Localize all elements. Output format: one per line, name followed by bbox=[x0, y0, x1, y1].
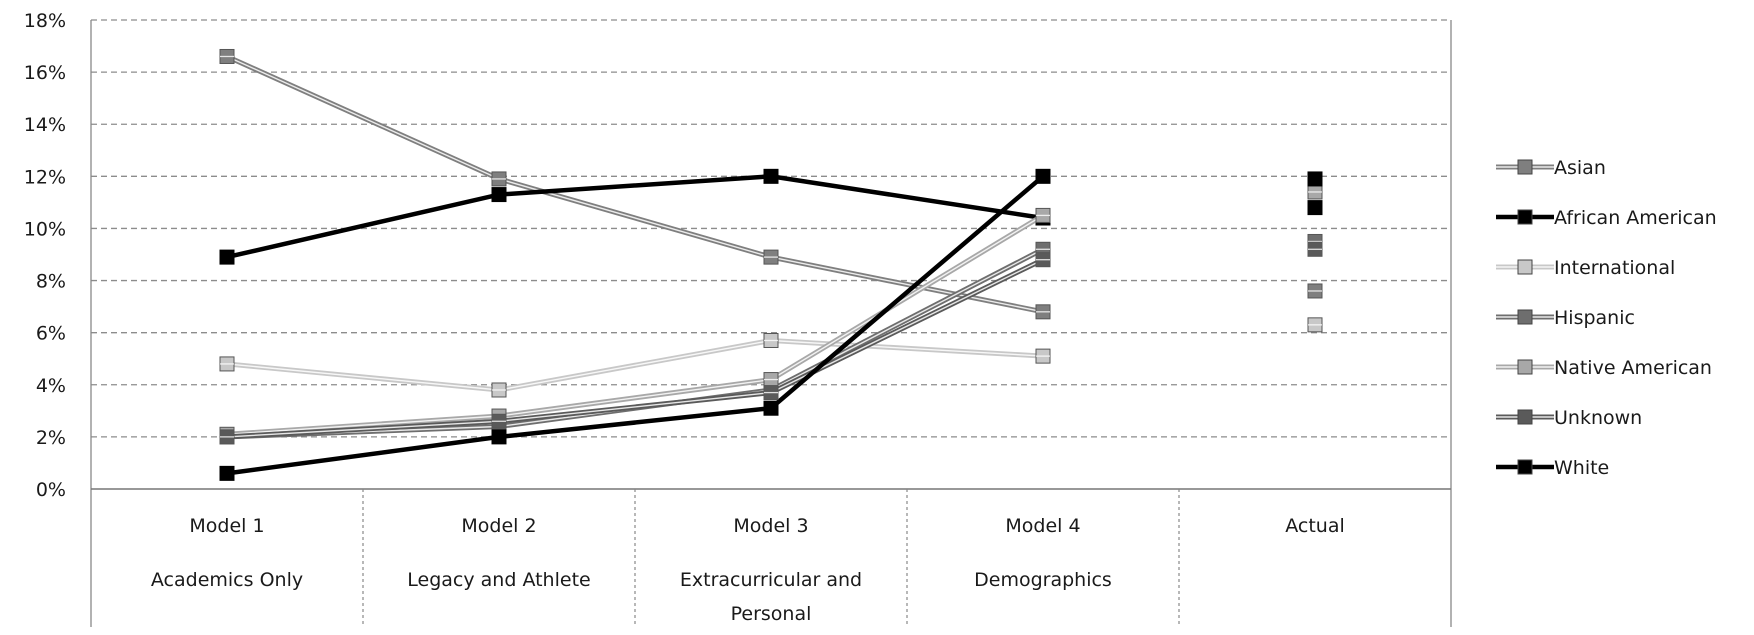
data-point-marker bbox=[763, 400, 779, 416]
y-tick-label: 18% bbox=[24, 10, 66, 32]
legend-label: African American bbox=[1554, 207, 1717, 229]
x-category-label: Model 3 bbox=[733, 515, 808, 537]
legend-marker bbox=[1517, 159, 1533, 175]
y-tick-label: 8% bbox=[36, 271, 66, 293]
x-category-sublabel: Legacy and Athlete bbox=[407, 569, 590, 591]
series-line bbox=[226, 174, 1045, 476]
legend-marker bbox=[1517, 309, 1533, 325]
legend-label: International bbox=[1554, 257, 1675, 279]
legend-label: Unknown bbox=[1554, 407, 1642, 429]
x-category-label: Actual bbox=[1285, 515, 1345, 537]
series-line-highlight bbox=[226, 214, 1044, 435]
data-point-marker bbox=[219, 249, 235, 265]
data-point-marker bbox=[1307, 200, 1323, 216]
series-line-highlight bbox=[226, 55, 1044, 313]
y-tick-label: 4% bbox=[36, 375, 66, 397]
series-line bbox=[226, 174, 1044, 260]
legend-label: Hispanic bbox=[1554, 307, 1635, 329]
data-point-marker bbox=[491, 429, 507, 445]
legend-label: White bbox=[1554, 457, 1609, 479]
y-tick-label: 16% bbox=[24, 62, 66, 84]
x-category-label: Model 1 bbox=[189, 515, 264, 537]
y-tick-label: 6% bbox=[36, 323, 66, 345]
data-point-marker bbox=[1307, 171, 1323, 187]
data-point-marker bbox=[491, 187, 507, 203]
x-category-sublabel: Personal bbox=[731, 603, 812, 625]
x-category-label: Model 2 bbox=[461, 515, 536, 537]
y-tick-label: 0% bbox=[36, 479, 66, 501]
x-category-sublabel: Demographics bbox=[974, 569, 1112, 591]
y-tick-label: 14% bbox=[24, 114, 66, 136]
y-tick-label: 12% bbox=[24, 166, 66, 188]
y-tick-label: 2% bbox=[36, 427, 66, 449]
x-category-sublabel: Extracurricular and bbox=[680, 569, 862, 591]
legend-marker bbox=[1517, 259, 1533, 275]
legend-marker bbox=[1517, 459, 1533, 475]
x-category-sublabel: Academics Only bbox=[151, 569, 303, 591]
legend-marker bbox=[1517, 409, 1533, 425]
data-point-marker bbox=[763, 168, 779, 184]
legend-label: Asian bbox=[1554, 157, 1606, 179]
legend-marker bbox=[1517, 209, 1533, 225]
legend-marker bbox=[1517, 359, 1533, 375]
legend-label: Native American bbox=[1554, 357, 1712, 379]
data-point-marker bbox=[1035, 168, 1051, 184]
series-line-highlight bbox=[226, 259, 1044, 438]
series-line-highlight bbox=[226, 339, 1044, 391]
series-line bbox=[226, 213, 1045, 437]
y-tick-label: 10% bbox=[24, 218, 66, 240]
x-category-label: Model 4 bbox=[1005, 515, 1080, 537]
data-point-marker bbox=[219, 465, 235, 481]
